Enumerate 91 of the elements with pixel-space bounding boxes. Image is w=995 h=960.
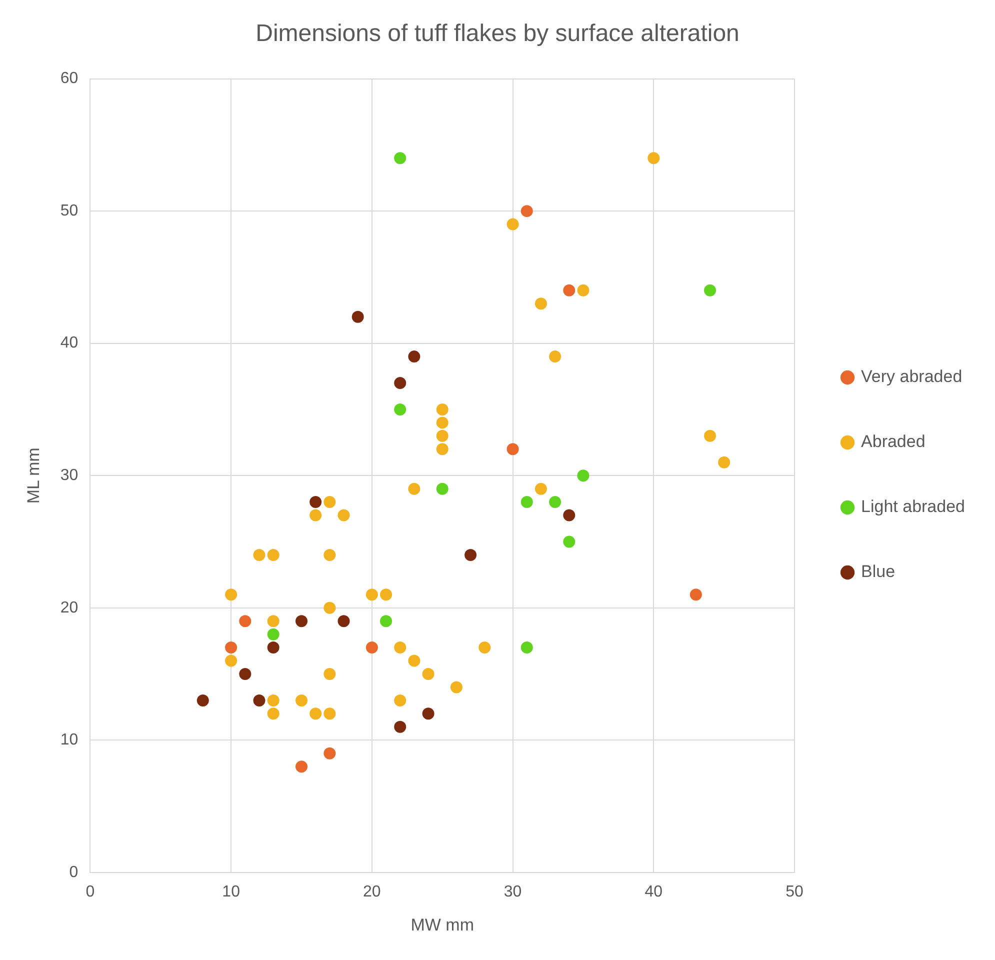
y-tick-label: 40 bbox=[60, 334, 78, 352]
point bbox=[549, 496, 562, 508]
point bbox=[267, 628, 280, 640]
point bbox=[520, 496, 533, 508]
point bbox=[394, 377, 406, 390]
point bbox=[704, 284, 716, 296]
point bbox=[225, 654, 238, 667]
point bbox=[196, 694, 209, 706]
point bbox=[648, 152, 660, 164]
point bbox=[394, 403, 406, 416]
point bbox=[225, 588, 238, 601]
legend-label: Very abraded bbox=[861, 367, 962, 386]
point bbox=[324, 708, 336, 720]
point bbox=[239, 668, 252, 680]
x-tick-label: 10 bbox=[222, 883, 240, 900]
point bbox=[380, 615, 392, 628]
point bbox=[380, 588, 392, 601]
x-tick-label: 0 bbox=[86, 883, 95, 900]
x-tick-label: 40 bbox=[644, 883, 663, 900]
x-tick-label: 20 bbox=[363, 883, 381, 900]
point bbox=[338, 615, 350, 628]
point bbox=[549, 350, 562, 363]
point bbox=[436, 443, 448, 456]
point bbox=[394, 720, 406, 733]
x-tick-label: 50 bbox=[786, 883, 804, 900]
point bbox=[366, 588, 378, 601]
legend-label: Light abraded bbox=[861, 497, 966, 516]
point bbox=[295, 694, 308, 706]
y-tick-label: 30 bbox=[60, 467, 78, 484]
y-tick-label: 10 bbox=[60, 732, 78, 749]
point bbox=[464, 548, 477, 561]
point bbox=[436, 482, 448, 495]
point bbox=[324, 602, 336, 614]
point bbox=[577, 470, 590, 482]
point bbox=[267, 708, 280, 720]
y-tick-label: 60 bbox=[60, 70, 78, 88]
point bbox=[422, 708, 434, 720]
y-axis-title: ML mm bbox=[24, 448, 43, 504]
point bbox=[225, 642, 238, 654]
point bbox=[394, 694, 406, 706]
point bbox=[520, 205, 533, 218]
point bbox=[436, 403, 448, 416]
point bbox=[506, 218, 519, 230]
point bbox=[690, 588, 702, 601]
point bbox=[352, 310, 364, 323]
point bbox=[577, 284, 590, 296]
point bbox=[324, 668, 336, 680]
point bbox=[253, 694, 266, 706]
point bbox=[534, 482, 547, 495]
point bbox=[408, 482, 420, 495]
point bbox=[267, 694, 280, 706]
point bbox=[563, 509, 576, 522]
point bbox=[534, 298, 547, 310]
y-tick-label: 50 bbox=[60, 202, 78, 220]
point bbox=[478, 642, 491, 654]
point bbox=[310, 496, 322, 508]
point bbox=[408, 350, 420, 363]
point bbox=[324, 548, 336, 561]
point bbox=[253, 548, 266, 561]
point bbox=[267, 548, 280, 561]
point bbox=[450, 681, 462, 694]
y-tick-label: 20 bbox=[60, 599, 78, 616]
legend-label: Abraded bbox=[861, 432, 926, 452]
point bbox=[506, 443, 519, 456]
point bbox=[436, 430, 448, 442]
x-axis-title: MW mm bbox=[410, 915, 474, 934]
x-tick-label: 30 bbox=[504, 883, 522, 900]
point bbox=[267, 615, 280, 628]
point bbox=[310, 509, 322, 522]
point bbox=[366, 642, 378, 654]
point bbox=[324, 496, 336, 508]
point bbox=[394, 152, 406, 164]
point bbox=[295, 760, 308, 773]
point bbox=[563, 536, 576, 548]
point bbox=[338, 509, 350, 522]
point bbox=[408, 654, 420, 667]
point bbox=[324, 747, 336, 760]
point bbox=[310, 708, 322, 720]
y-tick-label: 0 bbox=[69, 864, 78, 881]
point bbox=[704, 430, 716, 442]
point bbox=[295, 615, 308, 628]
point bbox=[239, 615, 252, 628]
point bbox=[267, 642, 280, 654]
point bbox=[718, 456, 730, 468]
point bbox=[520, 642, 533, 654]
legend-label: Blue bbox=[861, 562, 896, 582]
point bbox=[422, 668, 434, 680]
point bbox=[563, 284, 576, 296]
chart-title: Dimensions of tuff flakes by surface alteration bbox=[256, 20, 740, 48]
point bbox=[394, 642, 406, 654]
point bbox=[436, 416, 448, 429]
